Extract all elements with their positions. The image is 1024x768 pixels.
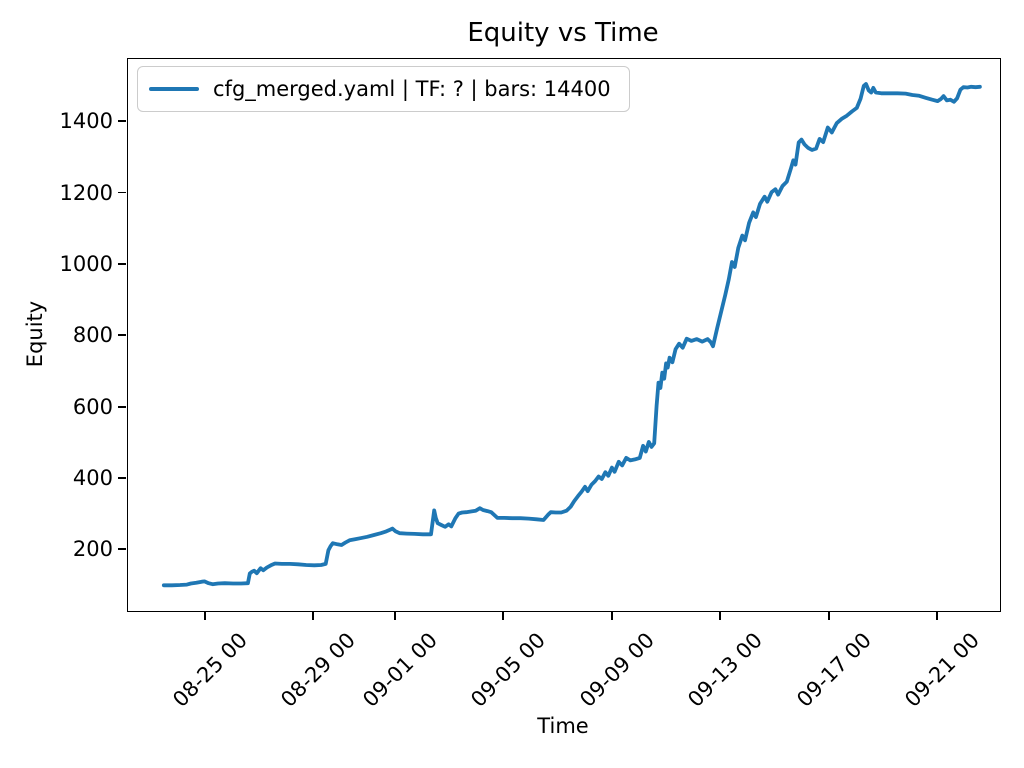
y-tick-label: 200 [72,537,113,562]
y-tick-label: 600 [72,394,113,419]
y-tick-mark [117,262,126,265]
x-tick-label: 09-21 00 [900,628,985,712]
y-tick-label: 400 [72,465,113,490]
legend-label: cfg_merged.yaml | TF: ? | bars: 14400 [213,77,611,101]
legend-line-swatch [149,87,199,91]
y-tick-mark [117,405,126,408]
y-tick-label: 1000 [59,251,113,276]
y-tick-mark [117,191,126,194]
y-tick-mark [117,548,126,551]
x-tick-mark [827,611,830,620]
equity-series-line [161,82,982,588]
y-tick-mark [117,477,126,479]
x-tick-mark [203,611,206,620]
x-tick-mark [936,611,939,620]
x-tick-mark [719,611,722,620]
x-axis-label: Time [537,714,589,738]
chart-title: Equity vs Time [467,18,659,48]
y-tick-label: 800 [72,323,113,348]
x-tick-mark [312,611,315,620]
y-tick-mark [117,334,126,337]
axes-frame: cfg_merged.yaml | TF: ? | bars: 14400 [127,58,1001,612]
x-tick-mark [502,611,505,620]
y-tick-label: 1200 [59,180,113,205]
equity-line-plot [161,82,982,588]
x-tick-mark [393,611,396,620]
x-tick-mark [610,611,613,620]
y-tick-mark [117,120,126,123]
y-tick-label: 1400 [59,109,113,134]
legend-box: cfg_merged.yaml | TF: ? | bars: 14400 [137,66,630,112]
